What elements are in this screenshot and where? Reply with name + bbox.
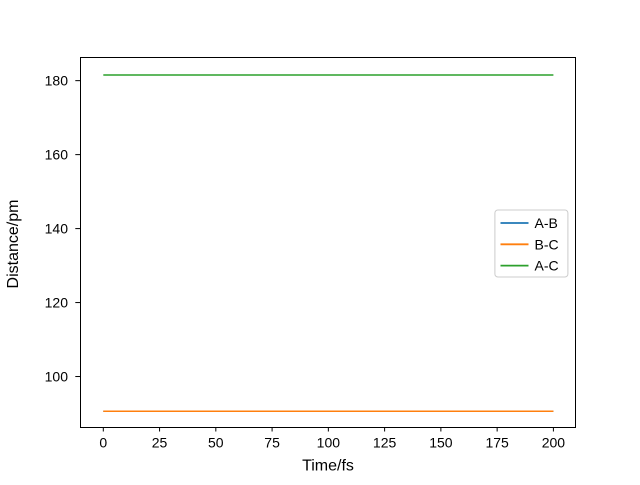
svg-text:Distance/pm: Distance/pm [5,200,22,289]
svg-text:100: 100 [317,435,341,451]
svg-text:50: 50 [208,435,224,451]
svg-text:180: 180 [45,73,69,89]
svg-text:150: 150 [429,435,453,451]
svg-text:Time/fs: Time/fs [302,458,354,475]
svg-text:100: 100 [45,368,69,384]
svg-text:75: 75 [264,435,280,451]
svg-text:0: 0 [99,435,107,451]
svg-text:120: 120 [45,294,69,310]
svg-text:175: 175 [485,435,509,451]
svg-text:200: 200 [542,435,566,451]
svg-text:140: 140 [45,220,69,236]
svg-text:B-C: B-C [535,236,559,252]
svg-text:160: 160 [45,147,69,163]
svg-text:A-C: A-C [535,258,559,274]
svg-text:125: 125 [373,435,397,451]
svg-text:A-B: A-B [535,215,558,231]
svg-text:25: 25 [152,435,168,451]
